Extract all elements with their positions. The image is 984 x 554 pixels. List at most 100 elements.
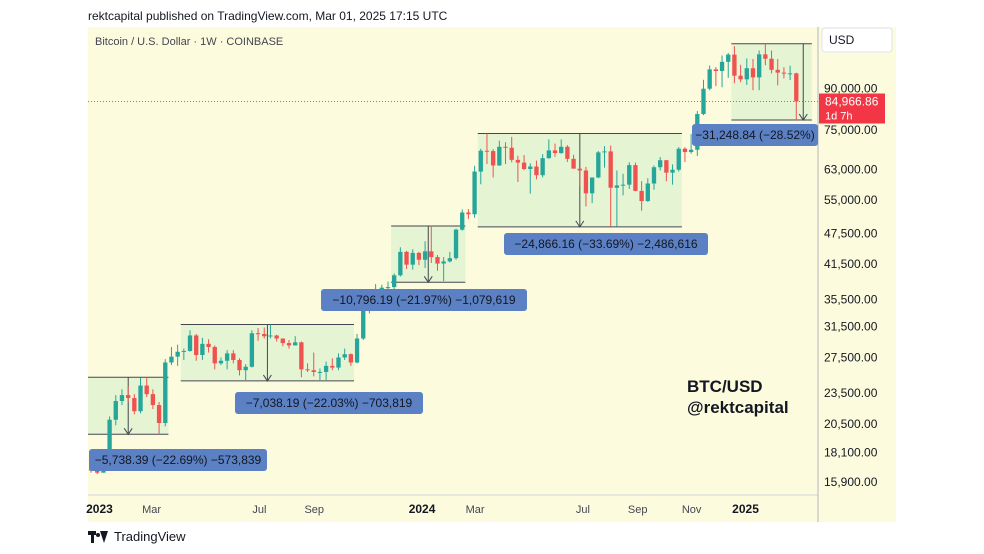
candle-body <box>682 148 688 153</box>
candle-body <box>385 287 391 289</box>
candle-body <box>726 54 731 62</box>
time-tick-label: Jul <box>576 504 590 516</box>
candle-body <box>150 394 156 406</box>
candle-body <box>392 275 397 288</box>
candle-body <box>707 69 712 89</box>
candle-body <box>794 73 799 102</box>
candle-body <box>484 150 490 152</box>
range-label: −7,038.19 (−22.03%) −703,819 <box>246 396 413 410</box>
candle-body <box>775 69 780 73</box>
range-label-box <box>504 233 708 255</box>
range-label-box <box>692 124 818 146</box>
candle-body <box>441 261 446 264</box>
candle-body <box>268 335 273 337</box>
last-price-badge <box>819 93 885 124</box>
price-tick-label: 63,000.00 <box>824 162 878 176</box>
candle-body <box>299 342 304 370</box>
candle-body <box>144 385 149 395</box>
candle-body <box>274 335 279 339</box>
price-tick-label: 47,500.00 <box>824 226 878 240</box>
candle-body <box>750 68 756 78</box>
candle-body <box>596 152 601 178</box>
candle-body <box>490 151 496 166</box>
candle-body <box>163 362 168 424</box>
candle-body <box>676 148 681 170</box>
candle-body <box>664 160 669 173</box>
candle-body <box>416 252 422 260</box>
candle-body <box>546 150 551 159</box>
candle-body <box>509 147 514 160</box>
candle-body <box>769 58 774 70</box>
time-tick-label: Sep <box>304 504 324 516</box>
candle-body <box>286 343 292 346</box>
price-tick-label: 75,000.00 <box>824 123 878 137</box>
candle-body <box>156 405 162 424</box>
candle-body <box>577 168 582 171</box>
candle-body <box>218 360 224 364</box>
symbol-title: Bitcoin / U.S. Dollar · 1W · COINBASE <box>95 36 283 48</box>
candle-body <box>633 165 638 191</box>
candle-body <box>565 146 570 159</box>
candle-body <box>113 400 118 420</box>
candle-body <box>559 146 564 154</box>
candle-body <box>645 183 650 202</box>
footer: TradingView <box>88 529 186 544</box>
candle-body <box>552 150 558 154</box>
candle-body <box>398 251 403 276</box>
candle-body <box>688 149 694 153</box>
candle-body <box>515 159 521 163</box>
range-label-box <box>235 392 423 414</box>
candle-body <box>323 365 329 372</box>
candle-body <box>658 160 663 168</box>
candle-body <box>744 68 749 80</box>
candle-body <box>713 69 719 71</box>
candle-body <box>125 395 131 399</box>
time-tick-label: Mar <box>466 504 485 516</box>
countdown-label: 1d 7h <box>825 111 853 123</box>
last-price-label: 84,966.86 <box>825 95 879 109</box>
range-arrow-head <box>262 374 272 382</box>
price-tick-label: 23,500.00 <box>824 386 878 400</box>
time-tick-label: 2025 <box>732 502 759 516</box>
candle-body <box>255 333 261 335</box>
range-label: −31,248.84 (−28.52%) <box>695 128 814 142</box>
price-axis: 90,000.00 75,000.00 63,000.00 55,000.00 47,5… <box>819 81 885 489</box>
candle-body <box>460 212 465 230</box>
candle-body <box>317 371 323 373</box>
candle-body <box>354 338 360 363</box>
candle-body <box>262 333 267 337</box>
candle-body <box>583 170 589 194</box>
time-tick-label: 2024 <box>409 502 436 516</box>
range-label: −5,738.39 (−22.69%) −573,839 <box>95 453 262 467</box>
time-tick-label: 2023 <box>86 502 113 516</box>
candle-body <box>119 395 125 401</box>
range-label: −10,796.19 (−21.97%) −1,079,619 <box>332 293 515 307</box>
candle-body <box>540 158 545 176</box>
footer-brand: TradingView <box>114 529 186 544</box>
tradingview-logo-icon <box>88 530 108 543</box>
candle-body <box>757 54 762 78</box>
currency-button[interactable] <box>821 27 893 53</box>
candle-body <box>639 190 644 202</box>
candle-body <box>194 335 199 356</box>
candle-body <box>280 338 285 344</box>
measure-labels: −5,738.39 (−22.69%) −573,839 −7,038.19 (−… <box>89 124 818 471</box>
candle-body <box>738 75 743 80</box>
time-tick-label: Sep <box>628 504 648 516</box>
candle-body <box>200 343 205 356</box>
candle-body <box>169 356 174 363</box>
candle-body <box>404 251 409 265</box>
time-axis: 2023 Mar Jul Sep 2024 Mar Jul Sep Nov 2025 <box>86 502 759 516</box>
candle-body <box>787 73 793 75</box>
candle-body <box>447 258 453 262</box>
candle-body <box>311 370 316 372</box>
candle-body <box>472 171 477 215</box>
candles <box>88 43 818 475</box>
range-label-box <box>89 449 267 471</box>
range-arrow-head <box>798 113 808 121</box>
candle-body <box>342 354 347 358</box>
candle-body <box>608 151 613 188</box>
candle-body <box>181 350 186 352</box>
candle-body <box>379 287 384 290</box>
